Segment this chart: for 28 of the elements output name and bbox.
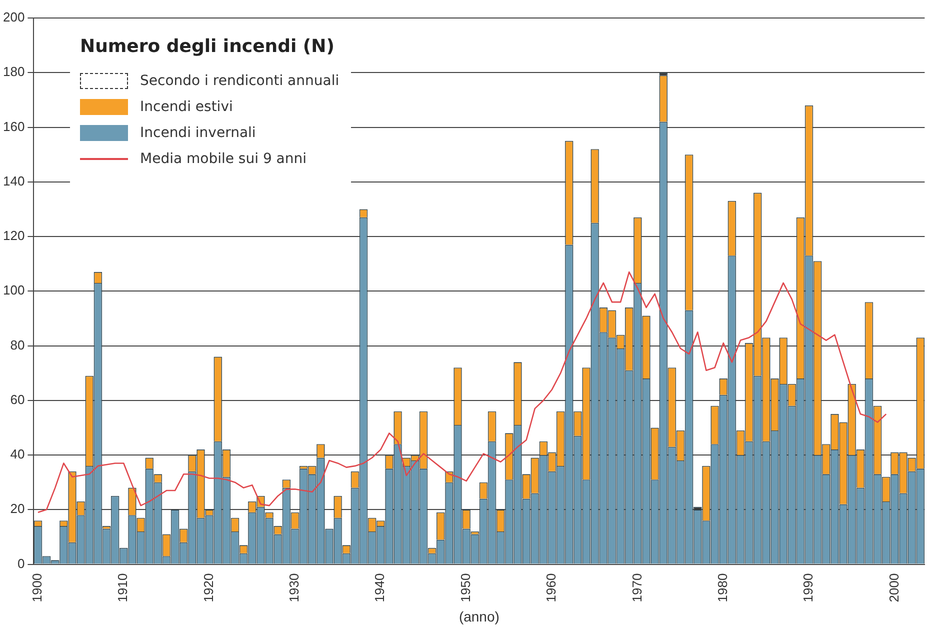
x-tick-label: 1960 — [544, 573, 559, 602]
legend-label: Secondo i rendiconti annuali — [140, 73, 340, 89]
legend-label: Media mobile sui 9 anni — [140, 151, 307, 167]
y-tick-label: 100 — [2, 282, 25, 298]
y-tick-label: 60 — [10, 392, 25, 407]
x-tick-label: 1900 — [30, 573, 45, 602]
y-tick-label: 20 — [10, 501, 25, 516]
y-tick-label: 200 — [2, 10, 25, 25]
x-tick-label: 1940 — [372, 573, 388, 602]
x-tick-label: 1950 — [458, 573, 473, 602]
y-tick-label: 120 — [2, 228, 25, 244]
legend-label: Incendi estivi — [140, 99, 233, 115]
x-axis-title: (anno) — [458, 608, 500, 624]
x-tick-label: 1920 — [200, 573, 216, 602]
x-tick-label: 2000 — [886, 573, 902, 602]
y-tick-label: 180 — [2, 64, 25, 80]
y-tick-label: 80 — [10, 337, 25, 352]
y-tick-label: 0 — [17, 556, 25, 571]
y-tick-label: 160 — [2, 118, 25, 134]
x-tick-label: 1930 — [286, 573, 302, 602]
x-tick-label: 1970 — [629, 573, 644, 602]
x-tick-label: 1980 — [714, 573, 730, 602]
y-tick-label: 140 — [2, 173, 25, 188]
text: Numero degli incendi (N) — [80, 36, 336, 57]
y-tick-label: 40 — [10, 446, 25, 462]
x-tick-label: 1990 — [800, 573, 816, 602]
legend-label: Incendi invernali — [140, 125, 256, 141]
x-tick-label: 1910 — [115, 573, 130, 602]
